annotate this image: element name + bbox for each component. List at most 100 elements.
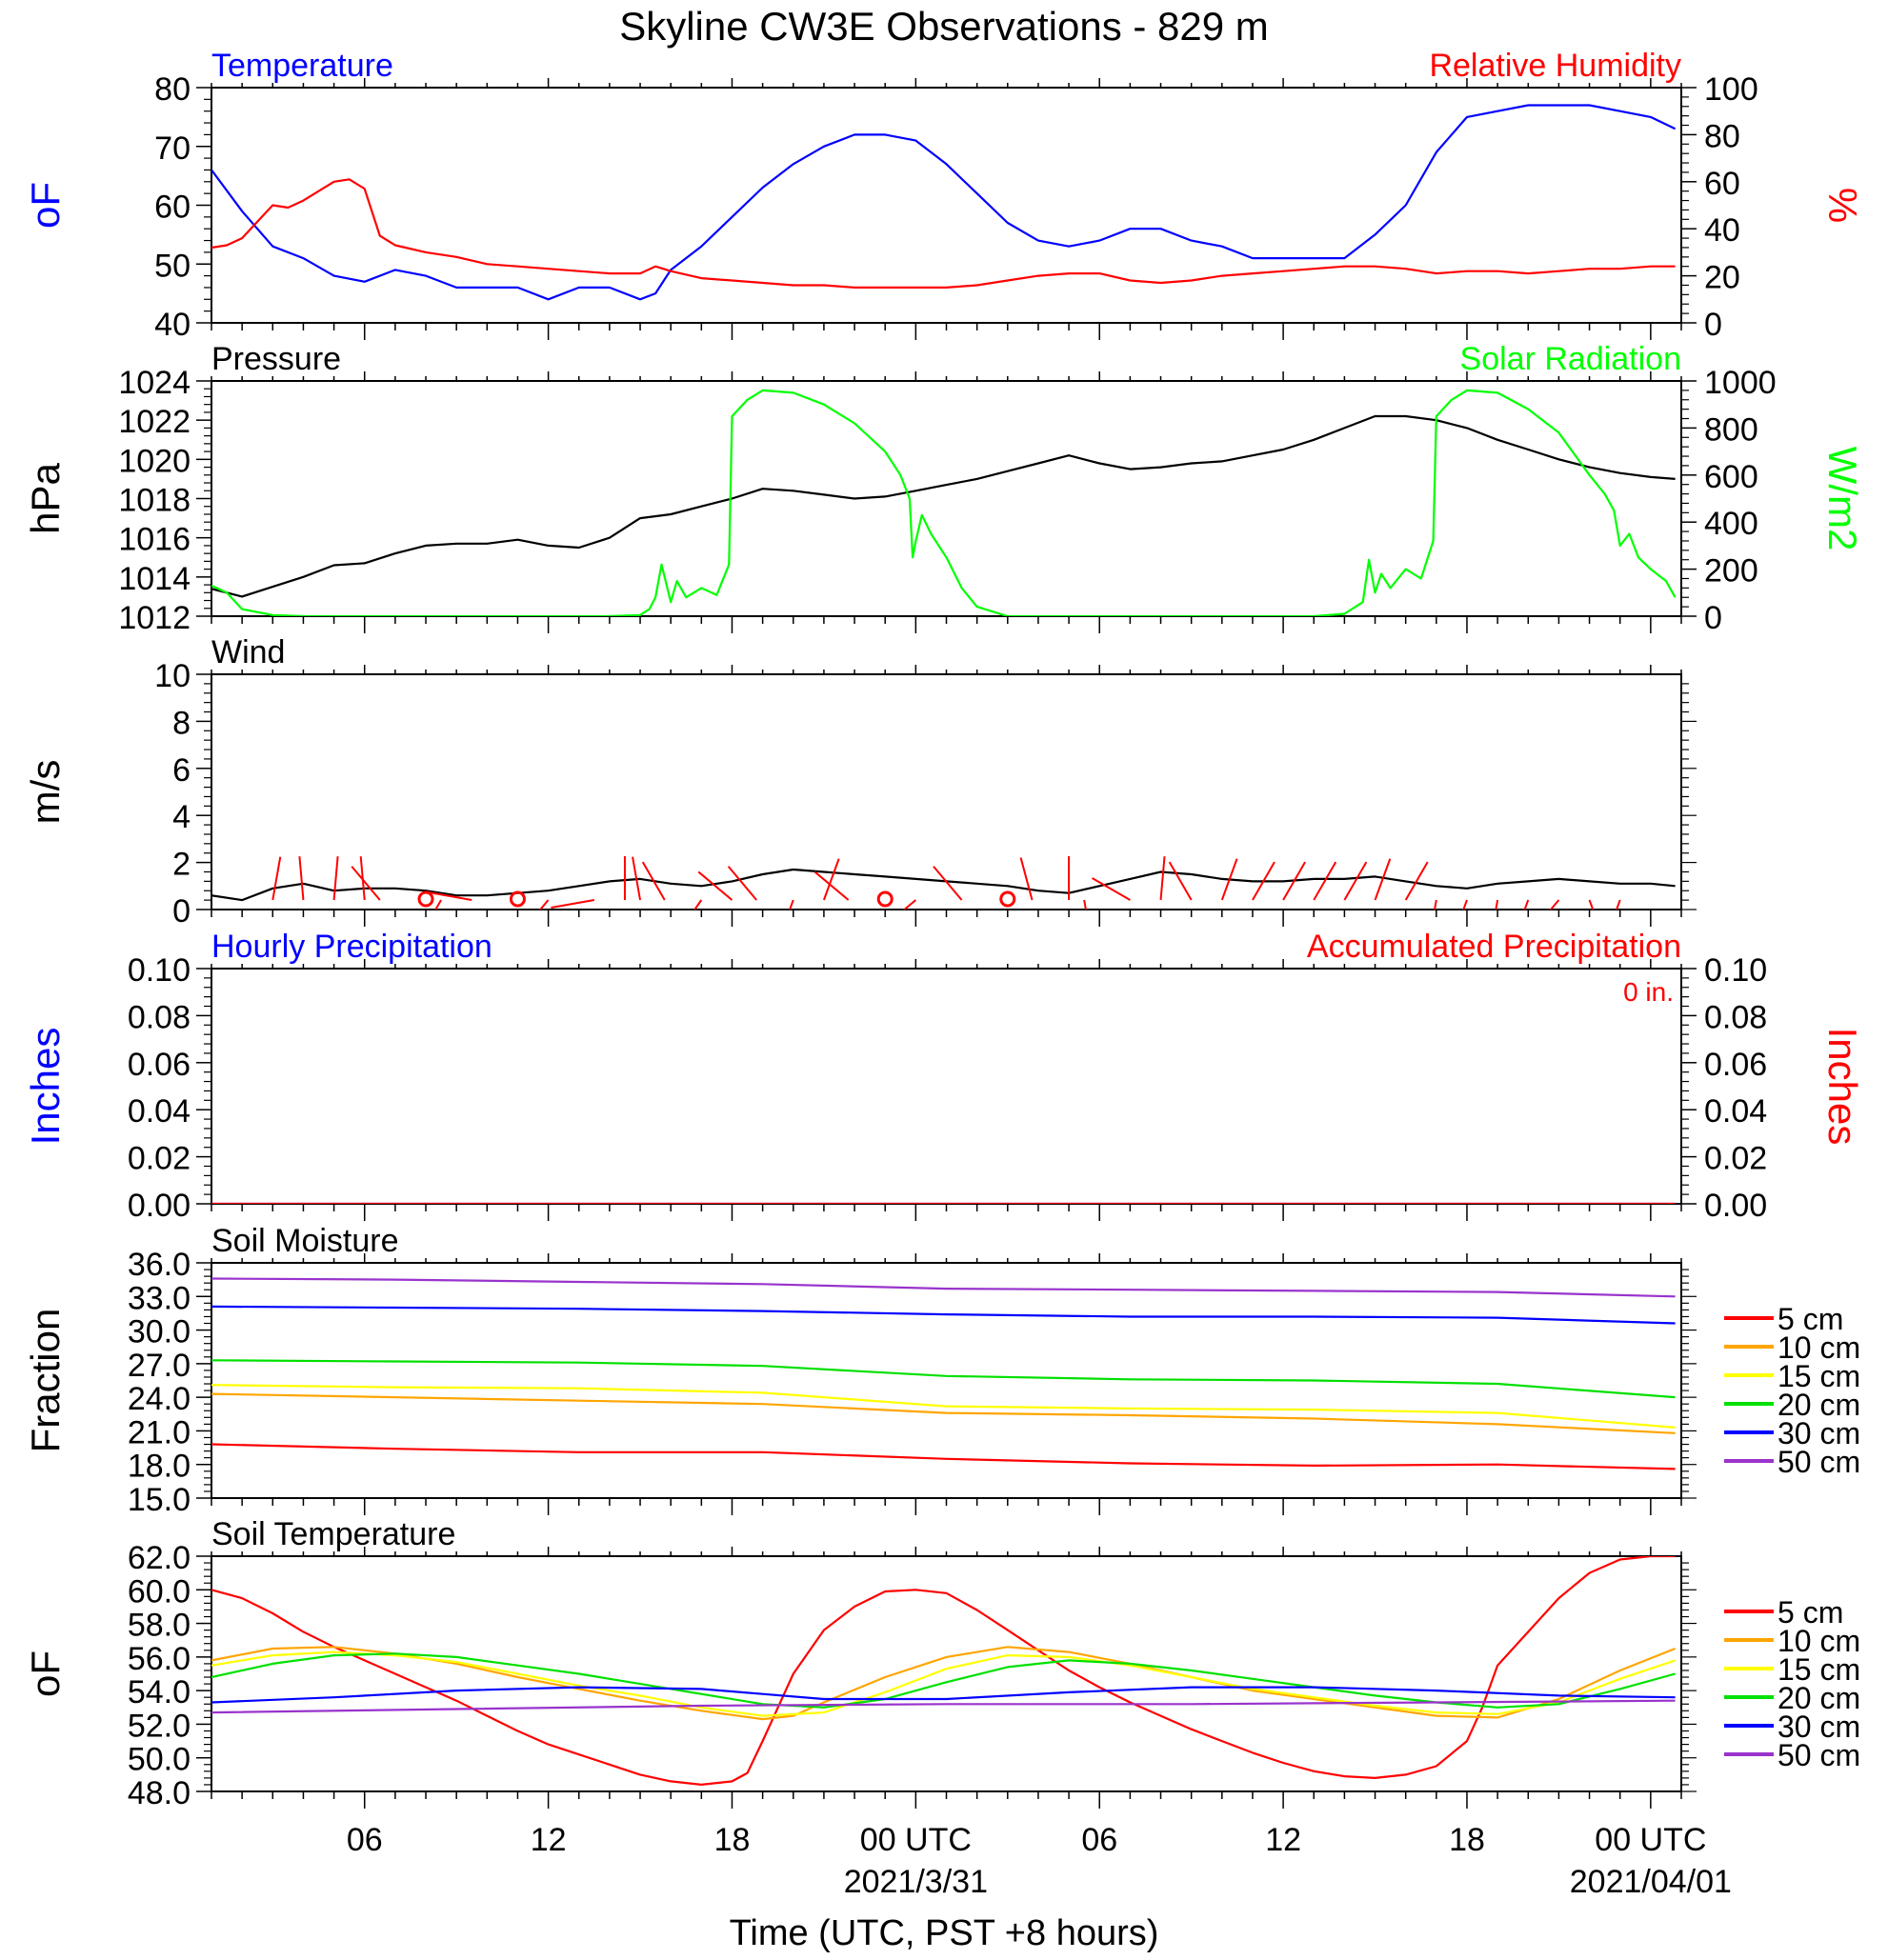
wind-barb xyxy=(1523,899,1530,910)
right-y-tick-label: 600 xyxy=(1704,459,1758,495)
series-line-10-cm xyxy=(211,1392,1676,1434)
left-y-tick-label: 10 xyxy=(154,658,191,694)
wind-barb xyxy=(1343,861,1368,901)
left-y-tick-label: 15.0 xyxy=(128,1482,191,1518)
panel-left-title: Hourly Precipitation xyxy=(211,929,492,965)
left-y-tick-label: 1022 xyxy=(118,404,191,440)
x-date-label: 2021/04/01 xyxy=(1570,1864,1732,1900)
series-line-20-cm xyxy=(211,1359,1676,1399)
series-line-temperature xyxy=(211,104,1677,301)
legend-label: 10 cm xyxy=(1778,1624,1860,1658)
legend-label: 30 cm xyxy=(1778,1416,1860,1450)
left-y-tick-label: 1012 xyxy=(118,600,191,636)
left-y-tick-label: 48.0 xyxy=(128,1775,191,1811)
wind-barb xyxy=(1168,861,1193,901)
legend-label: 15 cm xyxy=(1778,1652,1860,1687)
wind-barb xyxy=(434,899,442,910)
left-y-tick-label: 58.0 xyxy=(128,1608,191,1644)
left-y-tick-label: 1014 xyxy=(118,561,191,597)
legend-label: 50 cm xyxy=(1778,1738,1860,1772)
panel-right-title: Relative Humidity xyxy=(1429,48,1681,84)
series-group xyxy=(211,1556,1677,1786)
left-y-tick-label: 1024 xyxy=(118,365,191,401)
series-group xyxy=(211,389,1677,616)
wind-barb xyxy=(271,856,282,901)
wind-barb xyxy=(1282,861,1306,901)
wind-barb xyxy=(1549,899,1560,910)
wind-barb xyxy=(1588,899,1595,910)
panel-left-title: Temperature xyxy=(211,48,393,84)
left-y-tick-label: 27.0 xyxy=(128,1348,191,1384)
wind-barb xyxy=(632,856,642,901)
left-y-tick-label: 56.0 xyxy=(128,1641,191,1677)
left-y-tick-label: 24.0 xyxy=(128,1381,191,1417)
panel-1: 40 50 60 70 80 0 20 40 60 80 100 Temperature Relativ… xyxy=(23,48,1865,343)
left-y-tick-label: 60.0 xyxy=(128,1573,191,1610)
legend-label: 20 cm xyxy=(1778,1388,1860,1422)
left-y-axis-label: oF xyxy=(23,1650,68,1697)
left-y-tick-label: 54.0 xyxy=(128,1674,191,1710)
left-y-tick-label: 8 xyxy=(172,705,191,741)
series-line-5-cm xyxy=(211,1443,1676,1470)
right-y-tick-label: 0.00 xyxy=(1704,1188,1767,1224)
left-y-tick-label: 40 xyxy=(154,307,191,343)
wind-barb xyxy=(1092,877,1131,901)
panel-annotation: 0 in. xyxy=(1623,977,1674,1007)
x-tick-label: 18 xyxy=(1449,1822,1485,1858)
wind-barb xyxy=(298,856,305,901)
series-line-15-cm xyxy=(211,1650,1676,1717)
series-line-solar-radiation xyxy=(211,389,1677,616)
right-y-tick-label: 800 xyxy=(1704,411,1758,448)
panel-6: 48.050.052.054.056.058.060.062.0 Soil Tem… xyxy=(23,1516,1860,1811)
wind-barb xyxy=(813,870,850,901)
left-y-tick-label: 52.0 xyxy=(128,1708,191,1744)
left-y-tick-label: 0 xyxy=(172,893,191,930)
panel-right-title: Accumulated Precipitation xyxy=(1307,929,1681,965)
left-y-tick-label: 60 xyxy=(154,190,191,226)
x-tick-label: 06 xyxy=(1081,1822,1117,1858)
wind-barb xyxy=(551,899,594,909)
legend-label: 20 cm xyxy=(1778,1681,1860,1715)
right-y-tick-label: 0 xyxy=(1704,600,1722,636)
legend-label: 15 cm xyxy=(1778,1359,1860,1393)
right-y-axis-label: Inches xyxy=(1820,1028,1865,1146)
left-y-tick-label: 0.08 xyxy=(128,999,191,1035)
x-tick-label: 06 xyxy=(347,1822,383,1858)
series-group xyxy=(211,1277,1676,1470)
right-y-tick-label: 1000 xyxy=(1704,365,1777,401)
legend-label: 10 cm xyxy=(1778,1330,1860,1365)
left-y-tick-label: 1018 xyxy=(118,483,191,519)
panel-left-title: Soil Temperature xyxy=(211,1516,455,1552)
left-y-tick-label: 70 xyxy=(154,130,191,167)
right-y-tick-label: 0.10 xyxy=(1704,952,1767,989)
wind-barb-calm xyxy=(876,890,894,908)
left-y-tick-label: 0.00 xyxy=(128,1188,191,1224)
left-y-tick-label: 30.0 xyxy=(128,1314,191,1350)
wind-barb xyxy=(641,861,666,901)
right-y-tick-label: 100 xyxy=(1704,71,1758,108)
right-y-tick-label: 60 xyxy=(1704,166,1740,202)
right-y-tick-label: 0.06 xyxy=(1704,1047,1767,1083)
wind-barb xyxy=(822,858,840,901)
panel-left-title: Pressure xyxy=(211,341,341,377)
left-y-tick-label: 0.02 xyxy=(128,1141,191,1177)
panel-5: 15.018.021.024.027.030.033.036.0 Soil Moi… xyxy=(23,1223,1860,1518)
left-y-tick-label: 18.0 xyxy=(128,1449,191,1485)
legend-label: 5 cm xyxy=(1778,1302,1843,1336)
right-y-tick-label: 0 xyxy=(1704,307,1722,343)
series-group xyxy=(211,856,1676,910)
right-y-tick-label: 400 xyxy=(1704,506,1758,542)
wind-barb xyxy=(1220,858,1238,901)
wind-barb xyxy=(697,870,733,901)
x-tick-label: 12 xyxy=(531,1822,567,1858)
wind-barb-calm xyxy=(999,890,1016,908)
series-line-50-cm xyxy=(211,1699,1676,1714)
left-y-tick-label: 0.06 xyxy=(128,1047,191,1083)
wind-barb xyxy=(1462,899,1468,910)
panel-left-title: Soil Moisture xyxy=(211,1223,399,1259)
legend-label: 30 cm xyxy=(1778,1710,1860,1744)
x-tick-label: 12 xyxy=(1265,1822,1301,1858)
left-y-tick-label: 0.10 xyxy=(128,952,191,989)
